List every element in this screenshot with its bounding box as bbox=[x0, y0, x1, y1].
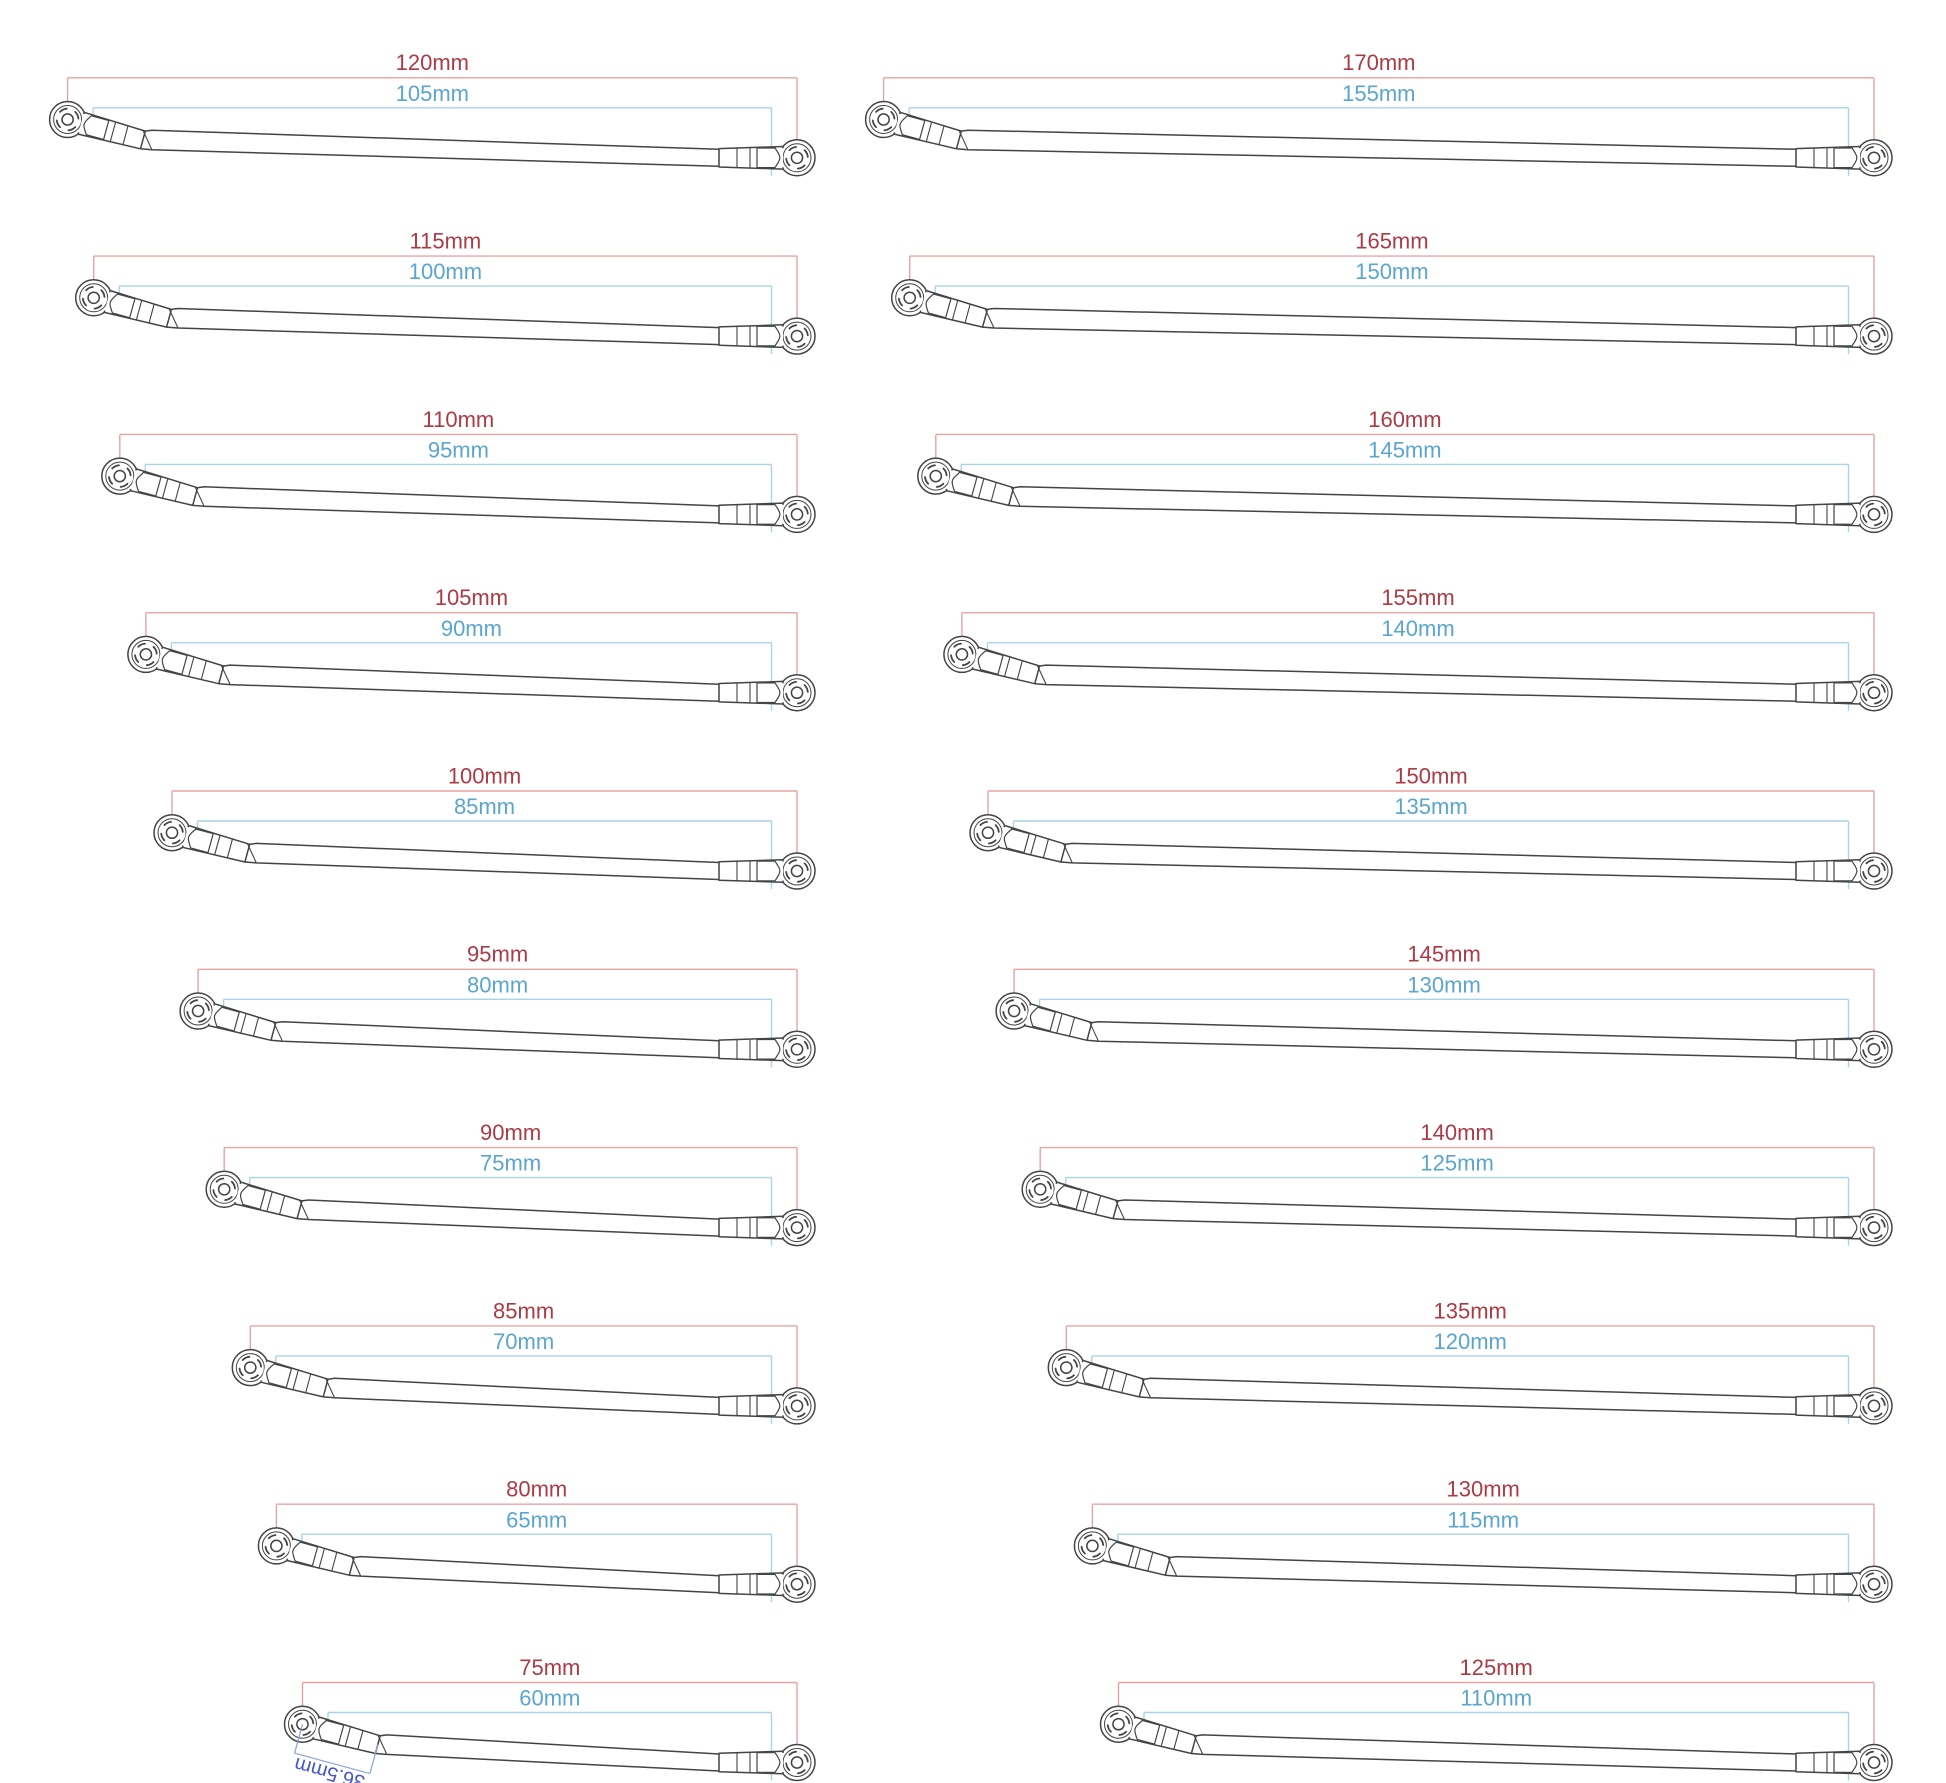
svg-text:80mm: 80mm bbox=[467, 972, 528, 997]
svg-text:125mm: 125mm bbox=[1460, 1655, 1533, 1680]
svg-text:150mm: 150mm bbox=[1355, 259, 1428, 284]
svg-text:90mm: 90mm bbox=[441, 616, 502, 641]
svg-text:70mm: 70mm bbox=[493, 1329, 554, 1354]
svg-text:145mm: 145mm bbox=[1407, 942, 1480, 967]
svg-text:115mm: 115mm bbox=[410, 229, 482, 254]
svg-text:120mm: 120mm bbox=[396, 50, 469, 75]
svg-text:155mm: 155mm bbox=[1342, 81, 1415, 106]
svg-text:165mm: 165mm bbox=[1355, 229, 1428, 254]
svg-text:160mm: 160mm bbox=[1368, 407, 1441, 432]
svg-text:100mm: 100mm bbox=[448, 763, 521, 788]
svg-text:100mm: 100mm bbox=[409, 259, 482, 284]
svg-text:140mm: 140mm bbox=[1381, 616, 1454, 641]
svg-text:90mm: 90mm bbox=[480, 1120, 541, 1145]
svg-text:110mm: 110mm bbox=[423, 407, 495, 432]
svg-text:145mm: 145mm bbox=[1368, 438, 1441, 463]
svg-text:65mm: 65mm bbox=[506, 1507, 567, 1532]
svg-text:120mm: 120mm bbox=[1434, 1329, 1507, 1354]
svg-text:95mm: 95mm bbox=[428, 438, 489, 463]
svg-text:155mm: 155mm bbox=[1381, 585, 1454, 610]
svg-text:105mm: 105mm bbox=[396, 81, 469, 106]
svg-text:135mm: 135mm bbox=[1394, 794, 1467, 819]
svg-text:75mm: 75mm bbox=[480, 1151, 541, 1176]
svg-text:130mm: 130mm bbox=[1447, 1477, 1520, 1502]
svg-text:110mm: 110mm bbox=[1460, 1686, 1532, 1711]
svg-text:125mm: 125mm bbox=[1420, 1151, 1493, 1176]
svg-text:130mm: 130mm bbox=[1407, 972, 1480, 997]
svg-text:85mm: 85mm bbox=[454, 794, 515, 819]
svg-text:105mm: 105mm bbox=[435, 585, 508, 610]
svg-text:60mm: 60mm bbox=[519, 1686, 580, 1711]
svg-text:95mm: 95mm bbox=[467, 942, 528, 967]
svg-text:140mm: 140mm bbox=[1420, 1120, 1493, 1145]
svg-text:115mm: 115mm bbox=[1447, 1507, 1519, 1532]
svg-text:75mm: 75mm bbox=[519, 1655, 580, 1680]
svg-text:80mm: 80mm bbox=[506, 1477, 567, 1502]
svg-text:85mm: 85mm bbox=[493, 1298, 554, 1323]
svg-text:150mm: 150mm bbox=[1394, 763, 1467, 788]
svg-text:135mm: 135mm bbox=[1434, 1298, 1507, 1323]
svg-text:170mm: 170mm bbox=[1342, 50, 1415, 75]
